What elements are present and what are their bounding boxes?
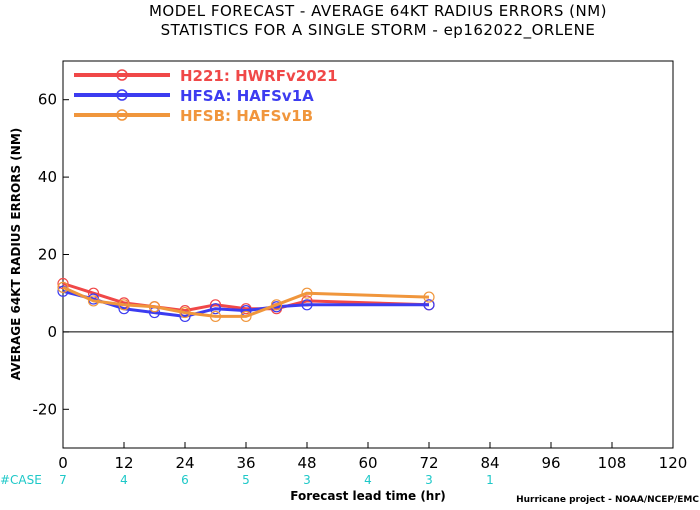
x-tick-label: 36 — [236, 454, 255, 472]
y-tick-label: 60 — [38, 91, 57, 109]
case-count: 3 — [425, 473, 433, 487]
case-count: 6 — [181, 473, 189, 487]
series-point — [57, 285, 69, 297]
case-count: 7 — [59, 473, 67, 487]
case-count: 5 — [242, 473, 250, 487]
series-line — [62, 286, 430, 318]
series-point — [148, 301, 161, 313]
series-point — [423, 299, 435, 311]
ticks-layer: 0 12 24 36 48 60 72 84 96 108 120 -20 0 20 40 60 — [33, 91, 688, 472]
credit-text: Hurricane project - NOAA/NCEP/EMC — [516, 495, 699, 505]
legend-label: HFSA: HAFSv1A — [180, 87, 314, 105]
x-axis-label: Forecast lead time (hr) — [290, 489, 446, 503]
chart-title-line1: MODEL FORECAST - AVERAGE 64KT RADIUS ERR… — [149, 2, 607, 20]
series-point — [301, 299, 313, 311]
series-point — [240, 310, 252, 323]
y-tick-label: 0 — [47, 323, 57, 341]
x-tick-label: 96 — [541, 454, 560, 472]
case-counts: 7 4 6 5 3 4 3 1 — [59, 473, 494, 487]
plot-frame — [62, 60, 674, 449]
x-tick-label: 48 — [297, 454, 316, 472]
series-point — [270, 299, 283, 311]
x-tick-label: 60 — [358, 454, 377, 472]
case-count: 1 — [486, 473, 494, 487]
series-point — [209, 303, 222, 315]
x-tick-label: 24 — [175, 454, 194, 472]
series-point — [57, 281, 69, 293]
x-tick-label: 72 — [419, 454, 438, 472]
chart-title-line2: STATISTICS FOR A SINGLE STORM - ep162022… — [161, 21, 596, 40]
x-tick-label: 0 — [58, 454, 68, 472]
series-point — [301, 287, 313, 299]
x-tick-label: 12 — [114, 454, 133, 472]
case-count: 4 — [120, 473, 128, 487]
y-tick-label: -20 — [33, 400, 58, 418]
case-header: #CASE — [0, 473, 42, 487]
series-layer — [57, 277, 435, 323]
legend-swatch-marker — [116, 89, 128, 101]
legend-label: H221: HWRFv2021 — [180, 67, 338, 85]
y-tick-label: 40 — [38, 168, 57, 186]
series-point — [209, 310, 222, 323]
legend-label: HFSB: HAFSv1B — [180, 107, 313, 125]
legend-swatch-marker — [116, 69, 128, 81]
series-point — [179, 306, 191, 319]
y-tick-label: 20 — [38, 246, 57, 264]
y-axis-label: AVERAGE 64KT RADIUS ERRORS (NM) — [9, 128, 23, 380]
legend-swatch-marker — [116, 109, 128, 121]
x-tick-label: 120 — [659, 454, 688, 472]
x-tick-label: 84 — [480, 454, 499, 472]
series-point — [423, 291, 435, 303]
x-tick-label: 108 — [598, 454, 627, 472]
series-point — [118, 299, 130, 311]
case-count: 4 — [364, 473, 372, 487]
series-point — [87, 295, 100, 307]
legend: H221: HWRFv2021 HFSA: HAFSv1A HFSB: HAFSv1… — [74, 67, 338, 125]
case-count: 3 — [303, 473, 311, 487]
